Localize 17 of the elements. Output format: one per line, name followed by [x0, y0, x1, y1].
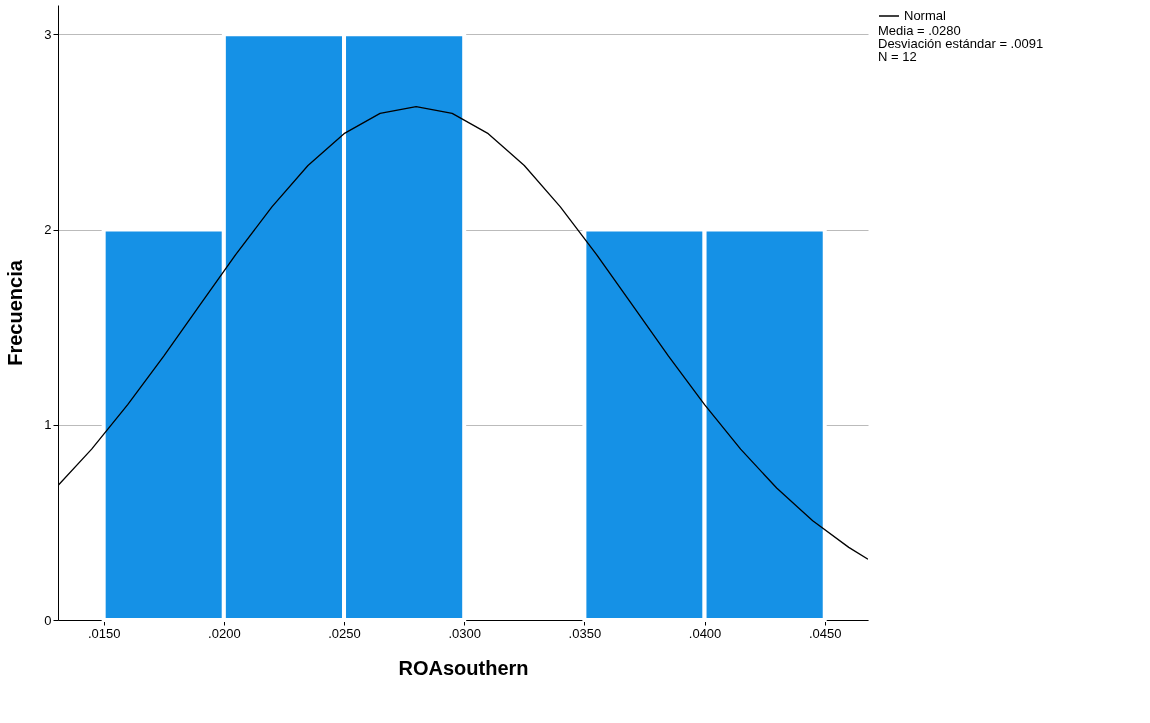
- text: Desviación estándar = .0091: [878, 36, 1044, 51]
- x-tick-label: .0150: [87, 625, 121, 641]
- x-tick-label: .0300: [448, 625, 481, 641]
- y-tick-label: 2: [44, 222, 52, 238]
- y-tick-label: 3: [44, 26, 52, 42]
- y-tick-label: 0: [44, 612, 52, 628]
- x-tick-label: .0250: [328, 625, 361, 641]
- y-axis-title: Frecuencia: [4, 259, 27, 366]
- legend-label: Normal: [904, 8, 947, 23]
- x-tick-label: .0400: [688, 625, 722, 641]
- text: N = 12: [878, 49, 917, 64]
- x-tick-label: .0350: [568, 625, 602, 641]
- x-tick-label: .0450: [808, 625, 842, 641]
- x-axis-title: ROAsouthern: [398, 656, 529, 679]
- y-tick-label: 1: [44, 417, 52, 433]
- text: Media = .0280: [878, 23, 961, 38]
- x-tick-label: .0200: [208, 625, 241, 641]
